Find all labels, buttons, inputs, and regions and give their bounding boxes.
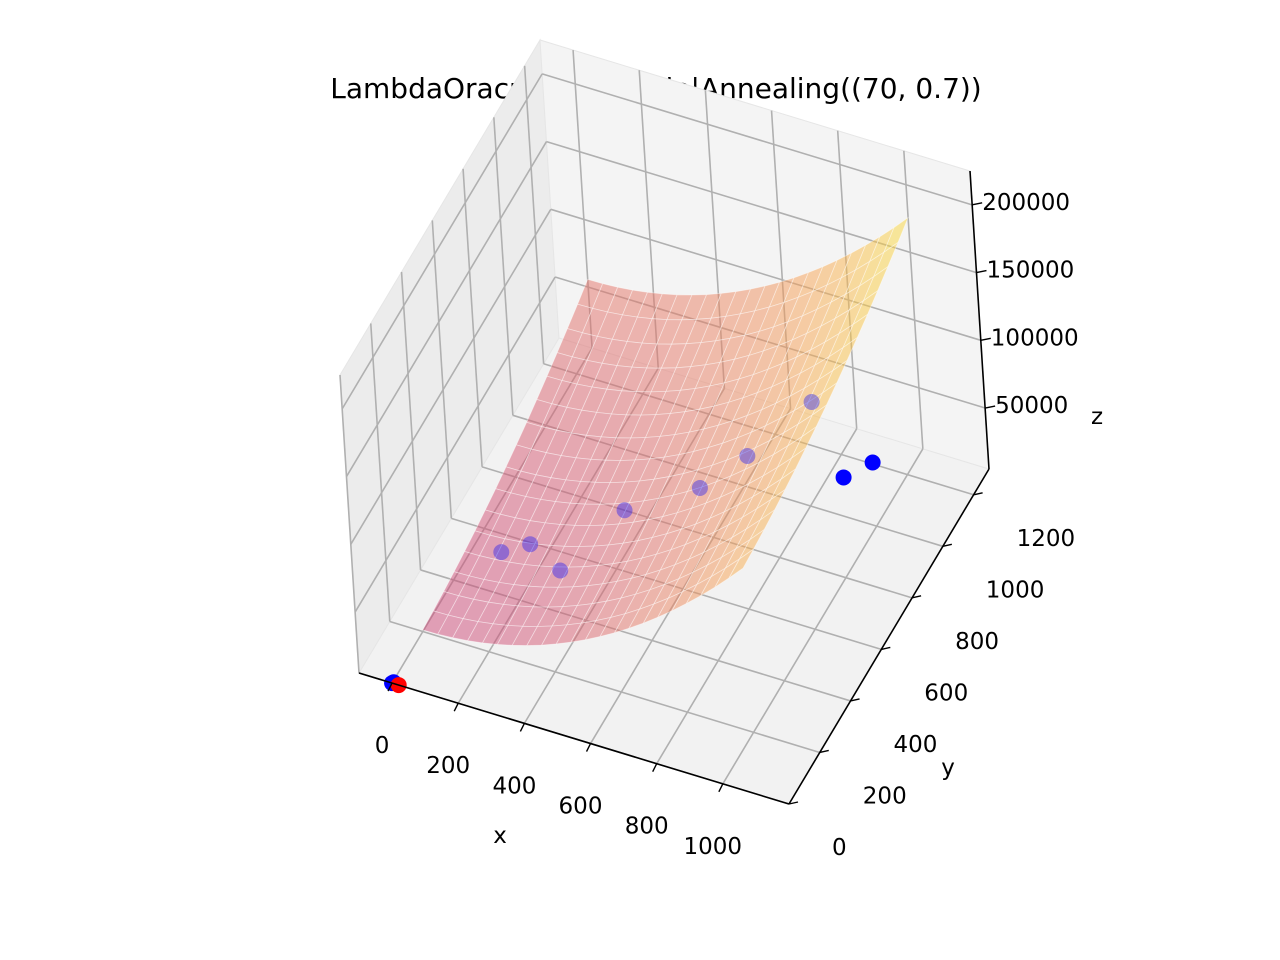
gridline (493, 117, 514, 416)
y-tick (881, 646, 891, 651)
surface-facet (749, 509, 775, 540)
y-tick (973, 492, 983, 496)
z-tick (972, 202, 983, 206)
y-tick (850, 698, 860, 702)
gridline (354, 276, 556, 613)
surface-facet (883, 216, 909, 254)
x-tick-label: 400 (492, 773, 536, 799)
x-tick-label: 200 (426, 753, 470, 779)
x-tick (453, 702, 459, 712)
scatter-point (493, 544, 510, 561)
gridline (431, 220, 453, 519)
z-tick-label: 50000 (995, 393, 1068, 419)
z-tick-label: 200000 (982, 190, 1070, 216)
surface-facet (800, 404, 828, 438)
x-tick (652, 763, 658, 773)
y-tick-label: 1000 (986, 577, 1045, 603)
y-tick (788, 801, 799, 805)
x-tick (585, 743, 592, 752)
scatter-point (864, 454, 881, 471)
surface-facet (728, 548, 754, 579)
z-tick (980, 337, 991, 342)
y-tick-label: 600 (924, 680, 968, 706)
gridline (722, 448, 924, 785)
gridline (523, 65, 545, 364)
surface-facet (872, 241, 899, 278)
gridline (341, 73, 543, 410)
surface-facet (842, 313, 869, 349)
gridline (369, 323, 391, 622)
z-tick-label: 150000 (987, 258, 1075, 284)
x-tick (387, 682, 393, 692)
gridline (550, 208, 982, 342)
gridline (903, 150, 924, 449)
scatter-point (522, 536, 539, 553)
surface-facet (770, 468, 796, 500)
gridline (546, 140, 977, 274)
gridline (400, 271, 422, 570)
x-tick-label: 600 (559, 794, 603, 820)
scatter-point (803, 394, 820, 411)
gridline (541, 73, 973, 206)
chart-axes: 0 200 400 600 800 1000 0 200 400 600 800 1000 1200 50… (358, 170, 1079, 861)
x-tick (718, 783, 724, 793)
gridline (462, 168, 483, 467)
y-tick (911, 595, 922, 599)
y-tick-label: 200 (863, 784, 907, 810)
scatter-point (616, 502, 633, 519)
scatter-point (739, 448, 756, 465)
z-tick (984, 405, 996, 409)
y-tick (819, 749, 829, 754)
scatter-points (384, 394, 881, 694)
x-tick-label: 1000 (684, 834, 743, 860)
surface-facet (739, 529, 765, 560)
x-tick-label: 800 (625, 814, 669, 840)
scatter-point (835, 469, 852, 486)
z-axis-line (969, 170, 990, 470)
gridline (345, 141, 548, 478)
y-tick-label: 1200 (1017, 526, 1076, 552)
scatter-point (552, 562, 569, 579)
gridline (389, 620, 821, 754)
x-axis-label: x (493, 823, 507, 849)
scatter-point (691, 479, 708, 496)
gridline (656, 428, 858, 765)
y-tick-label: 800 (955, 629, 999, 655)
surface-facet (790, 425, 818, 460)
gridline (350, 208, 552, 545)
z-tick-label: 100000 (991, 325, 1079, 351)
y-tick-label: 400 (894, 732, 938, 758)
y-tick-label: 0 (832, 835, 847, 861)
y-axis-label: y (941, 755, 955, 781)
y-axis-line (788, 468, 990, 805)
surface-plot (422, 216, 909, 646)
surface-facet (831, 336, 859, 372)
x-tick-label: 0 (375, 733, 390, 759)
gridline (339, 374, 360, 674)
x-axis-line (358, 672, 790, 805)
z-axis-label: z (1091, 404, 1103, 430)
y-tick (942, 543, 952, 547)
x-tick (519, 723, 526, 732)
z-tick (976, 269, 987, 274)
